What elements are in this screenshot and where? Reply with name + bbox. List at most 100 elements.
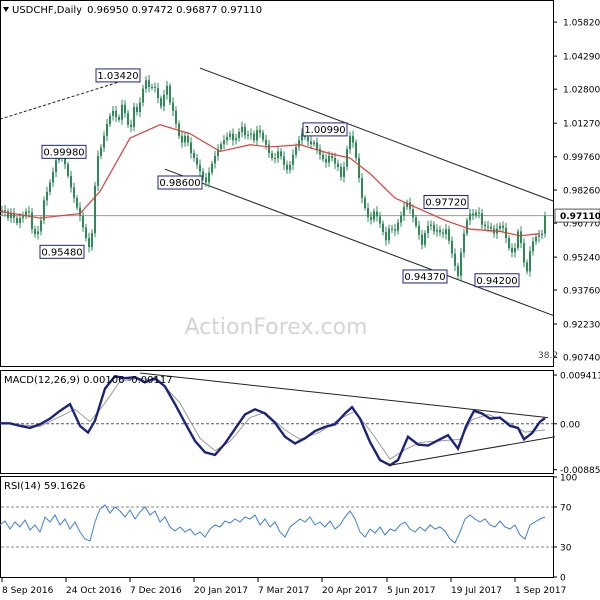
candle-body (373, 211, 375, 220)
price-panel-title: USDCHF,Daily 0.96950 0.97472 0.96877 0.97… (12, 5, 262, 16)
candle-body (385, 231, 387, 241)
price-annotation-box (423, 195, 469, 210)
candle-body (199, 164, 201, 172)
candle-body (334, 158, 336, 164)
candle-body (295, 146, 297, 155)
candle-body (289, 164, 291, 170)
rsi-axis-label: 0 (560, 574, 566, 584)
candle-body (91, 233, 93, 248)
last-price-label: 0.97110 (560, 212, 600, 222)
candle-body (226, 136, 228, 141)
candle-body (355, 142, 357, 159)
candle-body (538, 235, 540, 237)
candle-body (208, 172, 210, 183)
candle-body (184, 135, 186, 143)
rsi-axis-label: 70 (560, 504, 572, 514)
candle-body (511, 248, 513, 253)
price-axis-label: 1.01270 (563, 120, 600, 130)
price-annotation-label: 0.97720 (425, 198, 466, 209)
candle-body (412, 209, 414, 218)
macd-lower-trend-line (389, 436, 556, 466)
candle-body (181, 135, 183, 143)
candle-body (343, 166, 345, 177)
candle-body (541, 233, 543, 236)
candle-body (331, 155, 333, 159)
candle-body (508, 238, 510, 249)
candle-body (268, 144, 270, 154)
candle-body (307, 136, 309, 142)
candle-body (64, 156, 66, 165)
candle-body (76, 198, 78, 208)
candle-body (106, 124, 108, 136)
candle-body (205, 177, 207, 183)
moving-average-line (0, 124, 541, 237)
candles (1, 75, 546, 281)
candle-body (394, 229, 396, 231)
candle-body (409, 202, 411, 210)
candle-body (94, 185, 96, 234)
candle-body (292, 154, 294, 165)
candle-body (277, 151, 279, 159)
candle-body (49, 182, 51, 192)
x-axis-label: 5 Jun 2017 (387, 586, 435, 596)
candle-body (70, 175, 72, 188)
macd-axis-label: 0.009411 (560, 372, 600, 382)
candle-body (25, 211, 27, 217)
rsi-panel-frame (0, 476, 554, 578)
x-axis-label: 19 Jul 2017 (451, 586, 502, 596)
price-annotation-label: 0.94370 (404, 272, 445, 283)
candle-body (28, 211, 30, 213)
candle-body (82, 215, 84, 228)
candle-body (286, 164, 288, 170)
candle-body (133, 106, 135, 127)
candle-body (388, 228, 390, 241)
candle-body (361, 178, 363, 199)
candle-body (430, 224, 432, 226)
channel-upper-line (199, 67, 553, 202)
candle-body (529, 251, 531, 272)
candle-body (220, 144, 222, 150)
candle-body (115, 110, 117, 117)
candle-body (484, 224, 486, 227)
candle-body (469, 213, 471, 221)
candle-body (46, 191, 48, 201)
candle-body (100, 147, 102, 156)
candle-body (172, 102, 174, 111)
candle-body (370, 216, 372, 220)
candle-body (175, 110, 177, 124)
collapse-triangle-icon[interactable] (3, 7, 9, 12)
candle-body (19, 218, 21, 224)
candle-body (436, 229, 438, 232)
candle-body (271, 153, 273, 159)
candle-body (193, 153, 195, 159)
candle-body (22, 216, 24, 219)
support-trend-line (1, 74, 141, 120)
candle-body (457, 265, 459, 276)
candle-body (4, 210, 6, 212)
candle-body (418, 225, 420, 235)
candle-body (1, 210, 3, 212)
candle-body (178, 123, 180, 136)
candle-body (238, 131, 240, 139)
candle-body (10, 213, 12, 219)
macd-line (0, 374, 546, 467)
price-annotation-box (474, 273, 520, 288)
candle-body (235, 138, 237, 141)
candle-body (421, 234, 423, 245)
candle-body (85, 227, 87, 239)
candle-body (448, 229, 450, 241)
price-axis-label: 0.99760 (563, 153, 600, 163)
macd-panel-frame (0, 370, 554, 474)
candle-body (169, 85, 171, 103)
price-axis-label: 1.04290 (563, 53, 600, 63)
candle-body (256, 130, 258, 141)
candle-body (322, 154, 324, 160)
candle-body (259, 130, 261, 133)
candle-body (349, 135, 351, 150)
price-axis-label: 0.96770 (563, 220, 600, 230)
symbol-label: USDCHF,Daily (12, 5, 82, 16)
candle-body (7, 211, 9, 219)
candle-body (142, 88, 144, 103)
candle-body (112, 110, 114, 116)
candle-body (187, 135, 189, 143)
